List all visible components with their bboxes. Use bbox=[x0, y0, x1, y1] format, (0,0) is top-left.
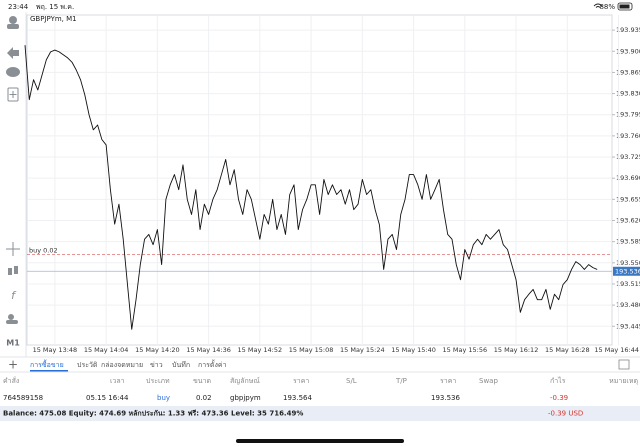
trade-table: คำสั่ง เวลา ประเภท ขนาด สัญลักษณ์ ราคา S… bbox=[3, 376, 638, 402]
tabs: การซื้อขาย ประวัติ กล่องจดหมาย ข่าว บันทึก กา… bbox=[30, 358, 227, 372]
account-icon-body bbox=[7, 24, 19, 29]
plot-frame bbox=[26, 14, 613, 346]
column-header: เวลา bbox=[110, 377, 125, 385]
account-icon[interactable] bbox=[9, 16, 17, 24]
y-tick-label: 193.830 bbox=[616, 90, 640, 98]
column-header: สัญลักษณ์ bbox=[230, 377, 260, 385]
status-time: 23:44 bbox=[8, 3, 29, 11]
x-tick-label: 15 May 15:40 bbox=[391, 346, 436, 354]
y-tick-label: 193.480 bbox=[616, 301, 640, 309]
y-tick-label: 193.690 bbox=[616, 174, 640, 182]
y-tick-label: 193.445 bbox=[616, 322, 640, 330]
battery-icon bbox=[617, 2, 633, 11]
candles-icon[interactable] bbox=[8, 268, 12, 275]
balance-summary: Balance: 475.08 Equity: 474.69 หลักประกั… bbox=[3, 410, 303, 418]
y-tick-label: 193.795 bbox=[616, 111, 640, 119]
price-tag-label: 193.536 bbox=[615, 267, 640, 275]
toolbar-icons: f bbox=[6, 16, 20, 324]
price-tag bbox=[613, 266, 640, 276]
y-tick-label: 193.620 bbox=[616, 216, 640, 224]
active-tab-indicator bbox=[30, 370, 68, 372]
add-button[interactable]: + bbox=[8, 358, 18, 372]
tab[interactable]: การซื้อขาย bbox=[30, 358, 64, 369]
x-tick-label: 15 May 16:44 bbox=[594, 346, 639, 354]
column-header: ราคา bbox=[440, 377, 456, 385]
y-tick-label: 193.725 bbox=[616, 153, 640, 161]
layout-icon[interactable] bbox=[618, 359, 630, 370]
order-profit: -0.39 bbox=[550, 394, 568, 402]
order-id: 764589158 bbox=[3, 394, 43, 402]
tab[interactable]: บันทึก bbox=[172, 360, 190, 369]
tab[interactable]: การตั้งค่า bbox=[198, 358, 227, 369]
y-tick-label: 193.550 bbox=[616, 259, 640, 267]
order-volume: 0.02 bbox=[196, 394, 212, 402]
x-tick-label: 15 May 14:20 bbox=[135, 346, 180, 354]
x-tick-label: 15 May 15:08 bbox=[289, 346, 334, 354]
order-time: 05.15 16:44 bbox=[86, 394, 129, 402]
tab[interactable]: ข่าว bbox=[150, 361, 163, 369]
indicators-icon[interactable]: f bbox=[11, 289, 17, 302]
order-line-label: buy 0.02 bbox=[29, 246, 58, 254]
candles-icon-b bbox=[14, 266, 18, 274]
column-header: S/L bbox=[346, 377, 357, 385]
y-tick-label: 193.515 bbox=[616, 280, 640, 288]
chart-title: GBPJPYm, M1 bbox=[30, 15, 77, 23]
tab[interactable]: กล่องจดหมาย bbox=[101, 361, 143, 369]
column-header: กำไร bbox=[550, 376, 566, 385]
order-type: buy bbox=[157, 394, 170, 402]
column-header: Swap bbox=[479, 377, 498, 385]
x-tick-label: 15 May 15:24 bbox=[340, 346, 385, 354]
battery-level bbox=[619, 4, 630, 9]
objects-icon[interactable] bbox=[8, 314, 14, 320]
toolbar bbox=[0, 12, 26, 357]
y-tick-label: 193.935 bbox=[616, 26, 640, 34]
wifi-icon bbox=[593, 3, 603, 8]
objects-icon-b bbox=[6, 320, 18, 324]
trade-icon[interactable] bbox=[7, 47, 19, 59]
trade-row[interactable]: 764589158 05.15 16:44 buy 0.02 gbpjpym 1… bbox=[3, 394, 568, 402]
chart: 193.935 193.900 193.865 193.830 193.795 193.7… bbox=[24, 15, 640, 354]
column-header: หมายเหตุ bbox=[609, 377, 638, 385]
y-tick-label: 193.760 bbox=[616, 132, 640, 140]
x-tick-label: 15 May 13:48 bbox=[33, 346, 78, 354]
document-icon[interactable] bbox=[7, 87, 19, 102]
status-date: พฤ. 15 พ.ค. bbox=[36, 3, 74, 11]
chat-icon[interactable] bbox=[6, 67, 20, 77]
y-tick-label: 193.900 bbox=[616, 47, 640, 55]
column-header: T/P bbox=[395, 377, 407, 385]
timeframe-button[interactable]: M1 bbox=[6, 339, 20, 348]
status-battery: 88% bbox=[599, 3, 615, 11]
column-header: ราคา bbox=[293, 377, 309, 385]
y-tick-label: 193.655 bbox=[616, 195, 640, 203]
x-tick-label: 15 May 14:52 bbox=[238, 346, 283, 354]
column-header: ขนาด bbox=[193, 377, 211, 385]
current-price: 193.536 bbox=[431, 394, 460, 402]
balance-bar bbox=[0, 406, 640, 421]
tab[interactable]: ประวัติ bbox=[77, 361, 98, 369]
x-tick-label: 15 May 16:12 bbox=[494, 346, 539, 354]
column-header: ประเภท bbox=[146, 377, 170, 385]
document-plus bbox=[9, 91, 17, 98]
x-tick-label: 15 May 14:36 bbox=[186, 346, 231, 354]
balance-profit: -0.39 USD bbox=[548, 410, 583, 418]
order-symbol: gbpjpym bbox=[230, 394, 261, 402]
x-tick-label: 15 May 15:56 bbox=[443, 346, 488, 354]
x-tick-label: 15 May 16:28 bbox=[545, 346, 590, 354]
x-tick-label: 15 May 14:04 bbox=[84, 346, 129, 354]
crosshair-icon[interactable] bbox=[6, 242, 20, 256]
price-line-series bbox=[24, 45, 598, 330]
home-indicator bbox=[236, 439, 404, 443]
open-price: 193.564 bbox=[283, 394, 312, 402]
column-header: คำสั่ง bbox=[3, 376, 19, 385]
y-tick-label: 193.585 bbox=[616, 238, 640, 246]
y-tick-label: 193.865 bbox=[616, 68, 640, 76]
